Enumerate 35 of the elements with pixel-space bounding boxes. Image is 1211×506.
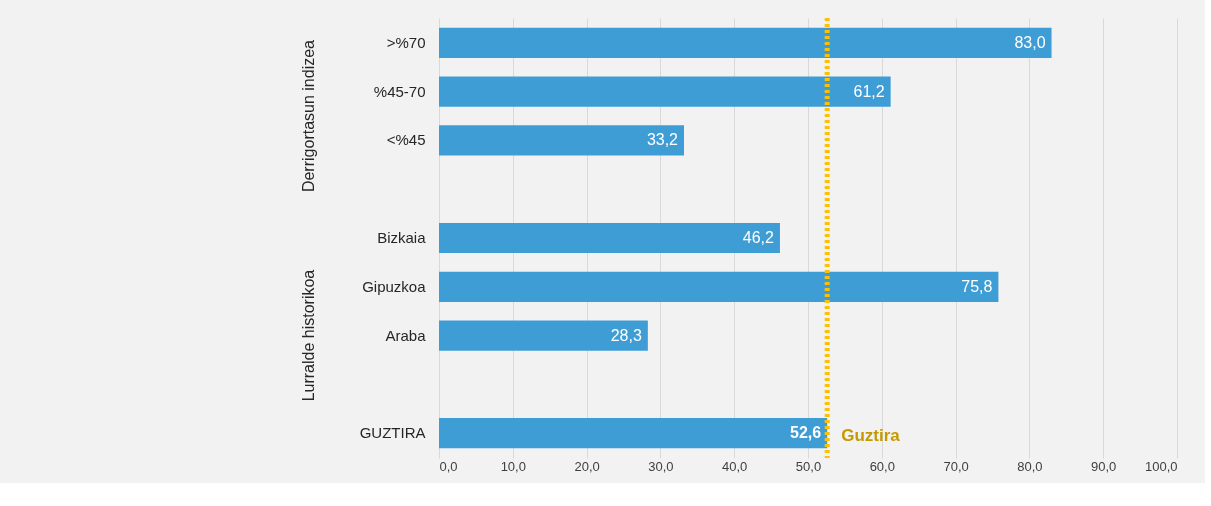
x-tick-label: 30,0 bbox=[648, 458, 674, 474]
bar bbox=[439, 27, 1052, 58]
text: Lurralde historikoa bbox=[300, 269, 317, 402]
x-tick-label: 0,0 bbox=[439, 458, 458, 474]
bar bbox=[439, 76, 891, 107]
text: Derrigortasun indizea bbox=[300, 39, 317, 193]
x-tick-label: 50,0 bbox=[795, 458, 822, 474]
data-label: 75,8 bbox=[961, 277, 993, 295]
bar bbox=[439, 125, 685, 156]
x-tick-label: 40,0 bbox=[722, 458, 748, 474]
data-label: 61,2 bbox=[853, 82, 885, 100]
data-label: 33,2 bbox=[646, 131, 679, 149]
y-tick-label: <%45 bbox=[386, 131, 426, 149]
y-tick-label: Gipuzkoa bbox=[362, 277, 427, 295]
data-label: 83,0 bbox=[1014, 33, 1046, 51]
x-tick-label: 20,0 bbox=[574, 458, 600, 474]
x-tick-label: 100,0 bbox=[1144, 458, 1178, 474]
data-label: 46,2 bbox=[742, 229, 775, 246]
x-tick-label: 10,0 bbox=[500, 458, 526, 474]
x-tick-label: 90,0 bbox=[1091, 458, 1117, 474]
x-tick-label: 60,0 bbox=[869, 458, 895, 474]
data-label: 52,6 bbox=[790, 424, 822, 442]
bar bbox=[439, 271, 999, 302]
y-tick-label: >%70 bbox=[386, 33, 426, 51]
y-tick-label: GUZTIRA bbox=[359, 424, 426, 442]
y-tick-label: Araba bbox=[385, 326, 427, 344]
y-tick-label: Bizkaia bbox=[377, 229, 427, 246]
y-tick-label: %45-70 bbox=[373, 82, 426, 100]
bar bbox=[439, 320, 648, 351]
x-tick-label: 80,0 bbox=[1017, 458, 1043, 474]
bar bbox=[439, 418, 828, 449]
bar bbox=[439, 222, 780, 254]
ref-line-label: Guztira bbox=[841, 426, 901, 445]
x-tick-label: 70,0 bbox=[943, 458, 969, 474]
data-label: 28,3 bbox=[610, 326, 642, 344]
